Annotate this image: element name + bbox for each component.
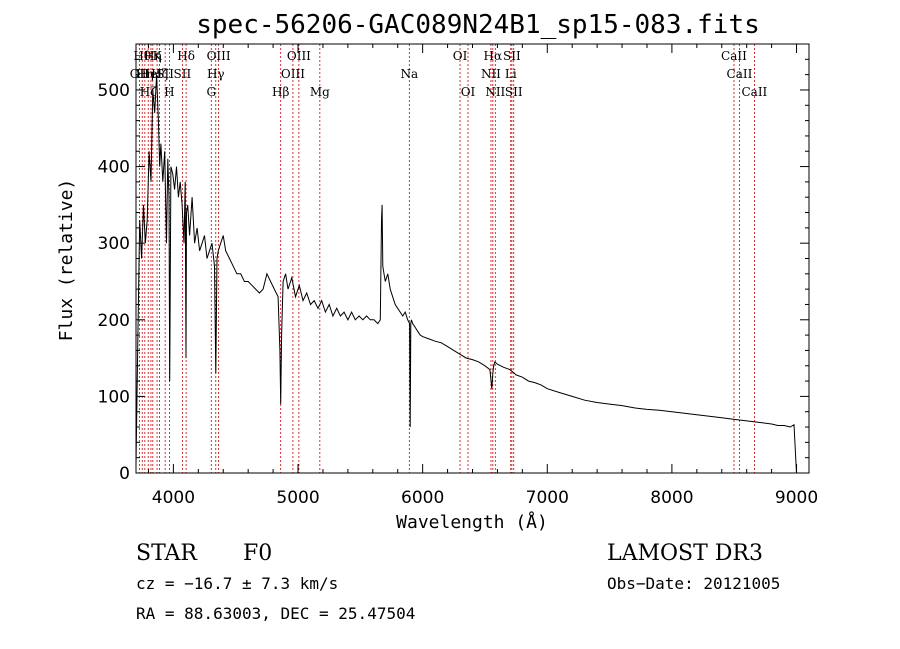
x-tick-label-0: 4000 — [152, 488, 195, 508]
line-marker-label-0: OII — [130, 67, 150, 81]
line-marker-label-27: SII — [505, 85, 523, 99]
line-marker-label-19: Na — [400, 67, 418, 81]
obs-date: Obs−Date: 20121005 — [607, 574, 780, 593]
line-marker-label-8: SII — [156, 67, 174, 81]
line-marker-label-11: SII — [174, 67, 192, 81]
line-marker-label-7: Hζ — [151, 67, 168, 81]
redshift-cz: cz = −16.7 ± 7.3 km/s — [136, 574, 338, 593]
y-tick-label-2: 200 — [98, 311, 130, 331]
line-marker-label-28: CaII — [721, 49, 747, 63]
line-marker-label-30: CaII — [741, 85, 767, 99]
line-marker-label-10: Hδ — [177, 49, 195, 63]
x-tick-label-2: 6000 — [401, 488, 444, 508]
y-tick-label-5: 500 — [98, 81, 130, 101]
line-marker-label-22: NII — [481, 67, 501, 81]
y-tick-label-4: 400 — [98, 158, 130, 178]
y-tick-label-1: 100 — [98, 387, 130, 407]
y-tick-label-0: 0 — [119, 464, 130, 484]
line-marker-label-24: NII — [485, 85, 505, 99]
object-subclass: F0 — [243, 541, 272, 566]
survey-name: LAMOST DR3 — [607, 541, 763, 566]
line-marker-label-6: K — [153, 49, 163, 63]
line-marker-label-25: Li — [505, 67, 517, 81]
y-axis-label: Flux (relative) — [56, 179, 77, 342]
line-marker-label-23: Hα — [484, 49, 503, 63]
line-marker-label-15: Hβ — [272, 85, 289, 99]
chart-title: spec-56206-GAC089N24B1_sp15-083.fits — [196, 10, 760, 40]
line-marker-label-2: Hη — [136, 67, 154, 81]
y-axis-ticks: 0 100 200 300 400 500 — [98, 58, 809, 484]
line-marker-label-12: G — [206, 85, 216, 99]
x-axis-ticks: 4000 5000 6000 7000 8000 9000 — [147, 44, 818, 508]
x-tick-label-5: 9000 — [775, 488, 818, 508]
line-marker-label-18: Mg — [310, 85, 330, 99]
x-tick-label-1: 5000 — [276, 488, 319, 508]
line-markers — [138, 44, 755, 473]
line-marker-label-16: OIII — [281, 67, 305, 81]
line-marker-label-3: Hζ — [140, 85, 157, 99]
line-marker-label-17: OIII — [287, 49, 311, 63]
line-marker-label-5: Hη — [144, 49, 162, 63]
spectrum-line — [135, 74, 797, 474]
line-marker-label-21: OI — [461, 85, 476, 99]
x-tick-label-3: 7000 — [526, 488, 569, 508]
y-tick-label-3: 300 — [98, 234, 130, 254]
x-tick-label-4: 8000 — [650, 488, 693, 508]
line-marker-label-9: H — [164, 85, 174, 99]
plot-frame — [135, 43, 810, 474]
x-axis-label: Wavelength (Å) — [396, 511, 548, 533]
line-marker-label-20: OI — [453, 49, 468, 63]
line-marker-label-26: SII — [503, 49, 521, 63]
object-class: STAR — [136, 541, 198, 566]
line-marker-label-13: Hγ — [207, 67, 225, 81]
line-marker-label-29: CaII — [727, 67, 753, 81]
line-marker-label-14: OIII — [207, 49, 231, 63]
line-marker-labels: OIIHθHηHζHeIHηKHζSIIHHδSIIGHγOIIIHβOIIIO… — [130, 49, 768, 99]
coordinates: RA = 88.63003, DEC = 25.47504 — [136, 604, 415, 623]
